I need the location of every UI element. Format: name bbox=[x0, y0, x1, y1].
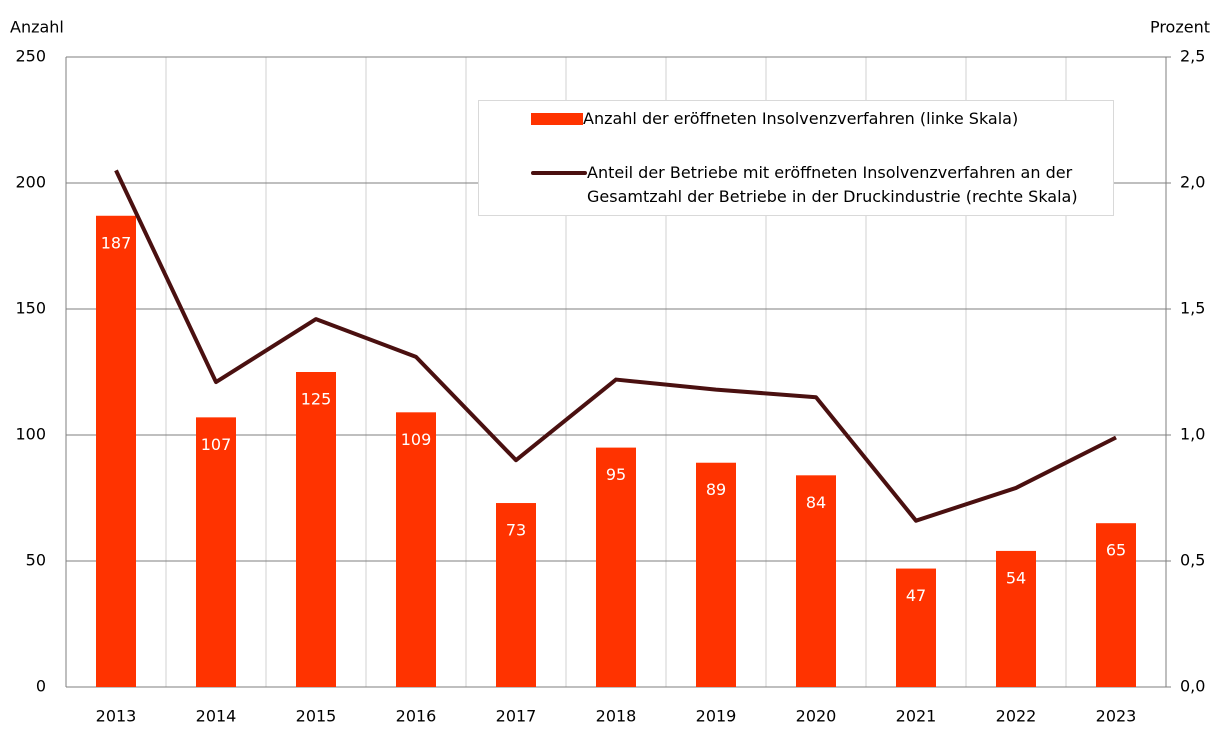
data-label: 95 bbox=[606, 465, 626, 484]
x-tick-label: 2021 bbox=[896, 707, 937, 726]
data-label: 84 bbox=[806, 493, 826, 512]
x-tick-label: 2020 bbox=[796, 707, 837, 726]
y2-tick-label: 2,0 bbox=[1180, 173, 1205, 192]
y2-axis-title: Prozent bbox=[1150, 18, 1210, 37]
x-tick-label: 2015 bbox=[296, 707, 337, 726]
x-tick-label: 2019 bbox=[696, 707, 737, 726]
legend-entry: Anteil der Betriebe mit eröffneten Insol… bbox=[531, 161, 1107, 209]
legend-swatch bbox=[531, 113, 583, 125]
y-tick-label: 50 bbox=[26, 551, 46, 570]
x-tick-label: 2014 bbox=[196, 707, 237, 726]
y2-tick-label: 0,0 bbox=[1180, 677, 1205, 696]
x-tick-label: 2022 bbox=[996, 707, 1037, 726]
bar bbox=[696, 462, 736, 687]
legend-label: Anzahl der eröffneten Insolvenzverfahren… bbox=[583, 109, 1019, 128]
bar bbox=[596, 447, 636, 687]
y2-tick-label: 0,5 bbox=[1180, 551, 1205, 570]
data-label: 65 bbox=[1106, 541, 1126, 560]
y2-tick-label: 1,5 bbox=[1180, 299, 1205, 318]
x-tick-label: 2016 bbox=[396, 707, 437, 726]
y-tick-label: 200 bbox=[15, 173, 46, 192]
legend-entry: Anzahl der eröffneten Insolvenzverfahren… bbox=[531, 107, 1018, 131]
bar bbox=[796, 475, 836, 687]
y2-tick-label: 2,5 bbox=[1180, 47, 1205, 66]
y-tick-label: 150 bbox=[15, 299, 46, 318]
legend-label: Anteil der Betriebe mit eröffneten Insol… bbox=[587, 163, 1078, 206]
data-label: 47 bbox=[906, 586, 926, 605]
x-tick-label: 2018 bbox=[596, 707, 637, 726]
data-label: 89 bbox=[706, 480, 726, 499]
line bbox=[114, 169, 1117, 523]
legend: Anzahl der eröffneten Insolvenzverfahren… bbox=[478, 100, 1114, 216]
bar bbox=[1096, 523, 1136, 687]
data-label: 54 bbox=[1006, 568, 1026, 587]
y-tick-label: 250 bbox=[15, 47, 46, 66]
x-tick-label: 2023 bbox=[1096, 707, 1137, 726]
bar bbox=[996, 550, 1036, 687]
y2-tick-label: 1,0 bbox=[1180, 425, 1205, 444]
bar bbox=[196, 417, 236, 687]
data-label: 109 bbox=[401, 430, 432, 449]
legend-swatch bbox=[531, 171, 587, 175]
bar bbox=[96, 215, 136, 687]
y-axis-title: Anzahl bbox=[10, 18, 64, 37]
data-label: 73 bbox=[506, 521, 526, 540]
x-tick-label: 2013 bbox=[96, 707, 137, 726]
bar bbox=[296, 372, 336, 687]
bar bbox=[496, 503, 536, 687]
bar bbox=[896, 568, 936, 687]
x-tick-label: 2017 bbox=[496, 707, 537, 726]
y-tick-label: 100 bbox=[15, 425, 46, 444]
y-tick-label: 0 bbox=[36, 677, 46, 696]
data-label: 187 bbox=[101, 233, 132, 252]
data-label: 125 bbox=[301, 390, 332, 409]
bar bbox=[396, 412, 436, 687]
data-label: 107 bbox=[201, 435, 232, 454]
